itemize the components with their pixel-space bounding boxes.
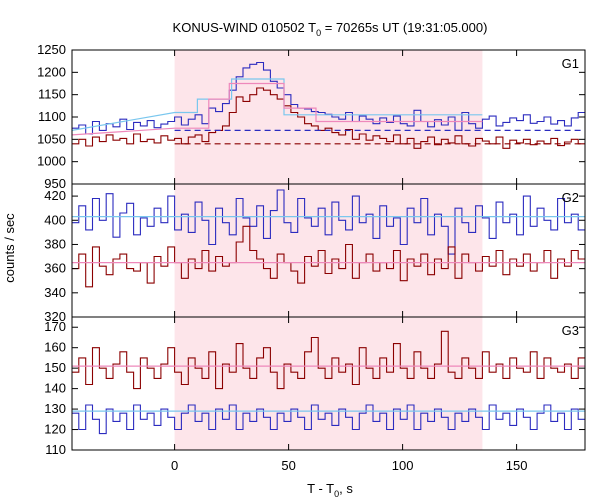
series-red-g1 (72, 87, 585, 149)
y-tick-label: 380 (44, 236, 66, 251)
panel-label: G2 (562, 190, 579, 205)
y-tick-label: 420 (44, 188, 66, 203)
panel-label: G3 (562, 323, 579, 338)
y-tick-label: 1200 (37, 64, 66, 79)
plot-area: 950100010501100115012001250G132034036038… (37, 42, 586, 473)
y-tick-label: 1250 (37, 42, 66, 57)
panel-g3: 110 120 130 140 150 160 170 G3 (44, 316, 586, 457)
x-tick-label: 150 (506, 458, 528, 473)
y-axis-label: counts / sec (2, 213, 17, 283)
series-red-g2 (72, 225, 585, 288)
y-tick-label: 140 (44, 381, 66, 396)
panel-label: G1 (562, 56, 579, 71)
panel-g1: 950 1000 1050 1100 1150 1200 1250 G1 (37, 42, 586, 191)
series-blue-g2 (72, 189, 585, 255)
y-tick-label: 150 (44, 360, 66, 375)
y-tick-label: 1150 (38, 87, 66, 102)
model-pink-g1 (71, 82, 483, 136)
x-tick-label: 100 (392, 458, 414, 473)
x-tick-label: 50 (281, 458, 295, 473)
series-red-g3 (72, 330, 585, 390)
y-tick-label: 1000 (37, 154, 66, 169)
y-tick-label: 170 (44, 319, 66, 334)
series-blue-g3 (72, 404, 585, 435)
y-tick-label: 1050 (37, 131, 66, 146)
y-tick-label: 130 (44, 401, 66, 416)
panel-frame-g3 (71, 316, 586, 451)
y-tick-label: 160 (44, 340, 66, 355)
panel-g2: 320 340 360 380 400 420 G2 (44, 183, 586, 324)
shaded-interval (174, 50, 483, 450)
y-tick-label: 320 (44, 309, 66, 324)
y-tick-label: 340 (44, 285, 66, 300)
y-tick-label: 400 (44, 212, 66, 227)
x-axis-label: T - T0, s (307, 481, 353, 499)
chart-title: KONUS-WIND 010502 T0 = 70265s UT (19:31:… (173, 20, 488, 38)
y-tick-label: 950 (44, 176, 66, 191)
y-tick-label: 120 (44, 422, 66, 437)
y-tick-label: 360 (44, 261, 66, 276)
x-tick-label: 0 (171, 458, 178, 473)
y-tick-label: 110 (45, 442, 66, 457)
y-tick-label: 1100 (38, 109, 66, 124)
